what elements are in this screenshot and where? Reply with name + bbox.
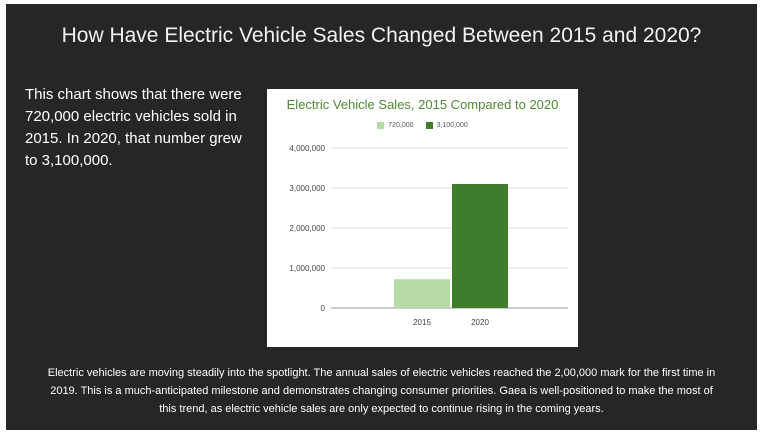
chart-legend: 720,000 3,100,000	[267, 122, 578, 129]
legend-item-2015: 720,000	[377, 122, 414, 129]
y-tick-label: 4,000,000	[289, 144, 325, 153]
chart-svg: 0 1,000,000 2,000,000 3,000,000 4,000,000 201…	[289, 144, 568, 327]
chart-title: Electric Vehicle Sales, 2015 Compared to…	[286, 97, 559, 112]
legend-label-2015: 720,000	[388, 122, 414, 129]
y-tick-label: 2,000,000	[289, 224, 325, 233]
bar-2020	[452, 184, 508, 308]
slide: How Have Electric Vehicle Sales Changed …	[6, 4, 757, 430]
slide-title: How Have Electric Vehicle Sales Changed …	[61, 24, 702, 47]
legend-label-2020: 3,100,000	[436, 122, 468, 129]
bar-2015	[394, 279, 450, 308]
intro-text: This chart shows that there were 720,000…	[25, 86, 242, 169]
chart-card: 0 1,000,000 2,000,000 3,000,000 4,000,000 201…	[267, 89, 578, 347]
legend-swatch-2020	[425, 122, 433, 129]
y-tick-label: 3,000,000	[289, 184, 325, 193]
legend-swatch-2015	[377, 122, 385, 129]
x-tick-label: 2015	[413, 318, 431, 327]
y-tick-label: 1,000,000	[289, 264, 325, 273]
footer-text: Electric vehicles are moving steadily in…	[47, 367, 716, 415]
legend-item-2020: 3,100,000	[425, 122, 468, 129]
x-tick-label: 2020	[471, 318, 489, 327]
y-tick-label: 0	[321, 304, 326, 313]
